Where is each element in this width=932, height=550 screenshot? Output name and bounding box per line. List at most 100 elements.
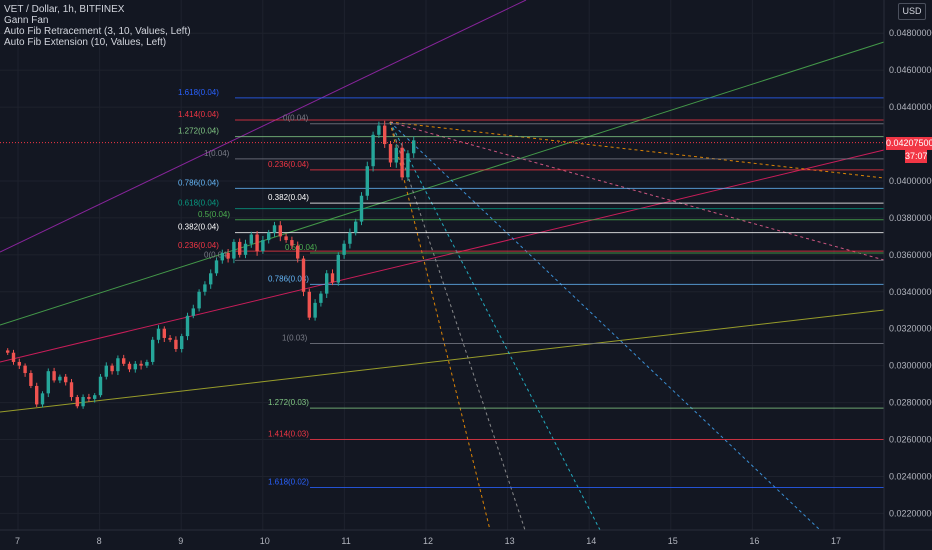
candle-body xyxy=(209,273,213,285)
fib-label: 0.786(0.04) xyxy=(178,178,219,187)
candle-body xyxy=(139,363,143,366)
candle-body xyxy=(52,371,56,381)
price-tick: 0.03000000 xyxy=(889,361,932,371)
candle-body xyxy=(168,337,172,340)
fib-label: 0(0.04) xyxy=(283,114,309,123)
candle-body xyxy=(348,232,352,244)
current-price-label: 0.04207500 xyxy=(886,136,932,150)
fan-line xyxy=(0,0,527,253)
candle-body xyxy=(122,358,126,364)
time-tick: 8 xyxy=(97,536,102,546)
fib-label: 0.5(0.04) xyxy=(198,210,230,219)
price-tick: 0.03600000 xyxy=(889,250,932,260)
candle-body xyxy=(17,361,21,366)
candle-body xyxy=(64,376,68,383)
fib-label: 1(0.03) xyxy=(282,333,308,342)
fib-label: 1.414(0.04) xyxy=(178,110,219,119)
candle-body xyxy=(371,134,375,167)
fan-line xyxy=(0,309,885,413)
candle-body xyxy=(174,339,178,350)
time-tick: 9 xyxy=(178,536,183,546)
price-tick: 0.02400000 xyxy=(889,471,932,481)
candle-body xyxy=(23,365,27,374)
grid xyxy=(0,0,884,530)
candle-body xyxy=(284,236,288,241)
fan-line xyxy=(389,121,601,531)
candle-body xyxy=(319,293,323,303)
price-tick: 0.03200000 xyxy=(889,324,932,334)
fib-label: 1.272(0.03) xyxy=(268,398,309,407)
fan-line xyxy=(0,41,885,326)
candle-body xyxy=(377,125,381,135)
fib-label: 1.414(0.03) xyxy=(268,430,309,439)
fib-label: 1.618(0.04) xyxy=(178,88,219,97)
candle-body xyxy=(342,243,346,255)
candle-body xyxy=(394,147,398,163)
fan-line xyxy=(389,121,526,531)
chart-legend: VET / Dollar, 1h, BITFINEX Gann Fan Auto… xyxy=(4,4,191,48)
gann-fan-lines xyxy=(0,0,885,531)
candle-body xyxy=(104,365,108,377)
fib-label: 1(0.04) xyxy=(204,149,230,158)
candle-body xyxy=(261,240,265,252)
candle-body xyxy=(133,363,137,370)
candles xyxy=(6,120,416,409)
candle-body xyxy=(255,234,259,252)
fib-label: 0.618(0.04) xyxy=(178,199,219,208)
time-tick: 17 xyxy=(831,536,841,546)
candle-body xyxy=(110,365,114,372)
time-tick: 12 xyxy=(423,536,433,546)
candle-body xyxy=(145,361,149,366)
candle-body xyxy=(197,291,201,309)
price-tick: 0.04600000 xyxy=(889,65,932,75)
candle-body xyxy=(301,258,306,292)
currency-button[interactable]: USD xyxy=(898,3,926,20)
fib-label: 0.5(0.04) xyxy=(285,243,317,252)
candle-body xyxy=(116,358,120,372)
candle-body xyxy=(58,376,62,381)
fib-label: 1.272(0.04) xyxy=(178,127,219,136)
candle-body xyxy=(313,302,317,318)
candle-body xyxy=(156,328,161,340)
fib-label: 1.618(0.02) xyxy=(268,478,309,487)
candle-body xyxy=(406,153,410,178)
candle-body xyxy=(272,225,277,233)
candle-body xyxy=(330,273,335,283)
time-tick: 10 xyxy=(260,536,270,546)
candle-body xyxy=(336,254,340,283)
candle-body xyxy=(243,243,248,255)
candle-body xyxy=(359,195,364,222)
candle-body xyxy=(296,245,300,259)
candle-body xyxy=(40,393,45,405)
candle-body xyxy=(325,273,329,294)
price-tick: 0.03800000 xyxy=(889,213,932,223)
indicator-fib-extension[interactable]: Auto Fib Extension (10, Values, Left) xyxy=(4,37,167,48)
indicator-fib-retracement[interactable]: Auto Fib Retracement (3, 10, Values, Lef… xyxy=(4,26,191,37)
price-tick: 0.04000000 xyxy=(889,176,932,186)
candle-body xyxy=(93,395,97,399)
indicator-gann-fan[interactable]: Gann Fan xyxy=(4,15,49,26)
candle-body xyxy=(185,315,190,337)
candle-body xyxy=(267,232,271,241)
fib-label: 0.382(0.04) xyxy=(178,223,219,232)
candle-body xyxy=(400,147,404,178)
candle-body xyxy=(191,308,195,316)
candle-body xyxy=(307,291,311,318)
candle-body xyxy=(238,241,242,255)
symbol-title[interactable]: VET / Dollar, 1h, BITFINEX xyxy=(4,4,125,15)
fib-label: 0(0.04) xyxy=(204,250,230,259)
candle-body xyxy=(151,339,155,362)
fan-line xyxy=(389,121,821,531)
candle-body xyxy=(290,240,294,246)
time-tick: 16 xyxy=(749,536,759,546)
candle-body xyxy=(214,260,219,274)
price-tick: 0.04400000 xyxy=(889,102,932,112)
fan-line xyxy=(0,149,885,363)
time-tick: 14 xyxy=(586,536,596,546)
price-tick: 0.02800000 xyxy=(889,398,932,408)
fib-label: 0.382(0.04) xyxy=(268,193,309,202)
candle-body xyxy=(81,397,85,407)
candle-body xyxy=(278,225,282,237)
